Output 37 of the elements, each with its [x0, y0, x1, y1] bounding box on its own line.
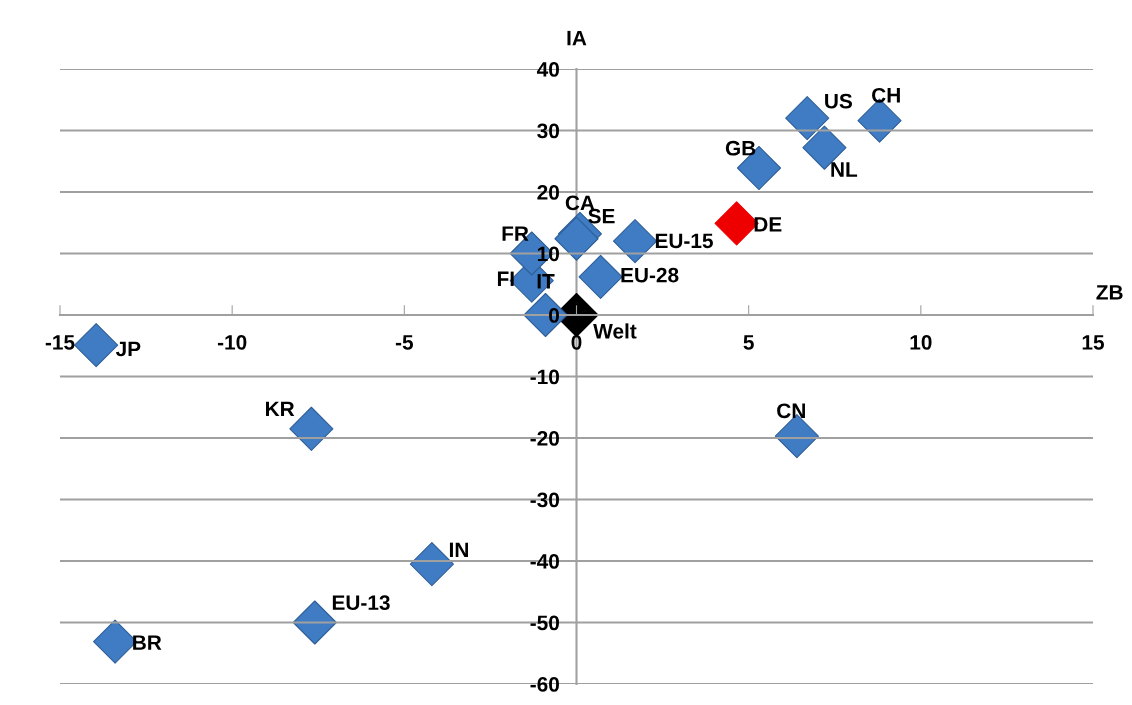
annotation: GB: [725, 140, 756, 156]
y-tick-label: 20: [537, 185, 559, 200]
annotation: IN: [449, 542, 468, 557]
y-tick-label: -10: [530, 369, 559, 385]
annotation: US: [825, 93, 852, 109]
annotation: JP: [115, 341, 141, 357]
annotation: NL: [831, 162, 858, 177]
y-axis-title: IA: [567, 30, 587, 46]
x-tick-label: 5: [743, 335, 754, 350]
y-tick-label: 40: [536, 62, 559, 77]
y-tick-label: -20: [530, 431, 559, 446]
annotation: Welt: [593, 323, 637, 339]
y-tick-label: -60: [530, 677, 559, 692]
point: [578, 254, 623, 299]
x-tick-label: 10: [910, 334, 932, 350]
y-tick-label: -50: [530, 615, 559, 631]
annotation: FI: [497, 271, 514, 286]
annotation: BR: [133, 635, 162, 650]
y-tick-label: -30: [530, 492, 559, 508]
annotation: EU-15: [655, 233, 713, 249]
annotation: KR: [266, 401, 295, 417]
annotation: DE: [754, 217, 782, 232]
y-tick-label: 0: [549, 308, 559, 323]
annotation: CN: [777, 403, 805, 419]
x-tick-label: 15: [1082, 335, 1105, 350]
y-tick-label: -40: [530, 554, 559, 569]
y-tick-label: 30: [537, 123, 559, 139]
annotation: EU-13: [332, 595, 390, 611]
x-tick-label: 0: [571, 334, 582, 350]
x-tick-label: -5: [395, 335, 414, 350]
x-axis-title: ZB: [1096, 285, 1123, 300]
x-tick-label: -10: [217, 334, 247, 350]
y-tick-label: 10: [537, 246, 559, 262]
x-tick-label: -15: [45, 335, 75, 350]
annotation: FR: [502, 226, 529, 241]
annotation: EU-28: [621, 267, 679, 283]
annotation: CH: [872, 87, 900, 103]
